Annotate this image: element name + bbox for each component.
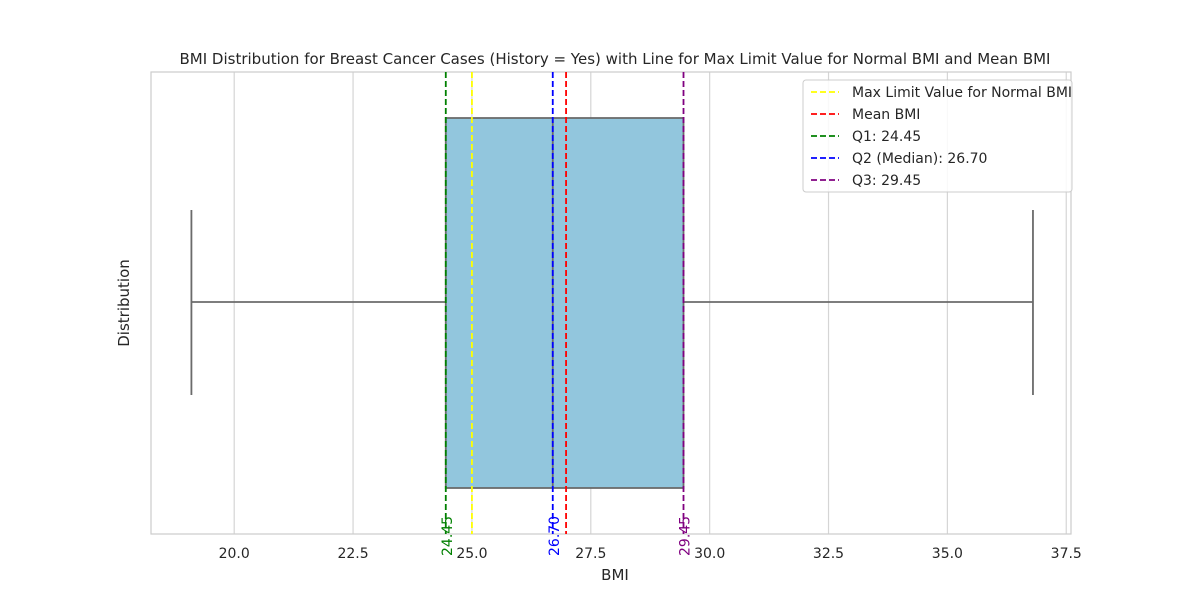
y-axis-label: Distribution [115, 259, 133, 347]
legend: Max Limit Value for Normal BMI Mean BMI Q1… [802, 79, 1073, 193]
x-tick-label: 30.0 [694, 546, 725, 562]
quartile-annotation: 24.45 [440, 516, 456, 556]
legend-label: Q2 (Median): 26.70 [852, 151, 987, 167]
x-axis-ticks: 20.0 22.5 25.0 27.5 30.0 32.5 35.0 37.5 [219, 546, 1082, 562]
x-tick-label: 25.0 [456, 546, 487, 562]
iqr-box [444, 117, 685, 489]
quartile-annotation: 26.70 [547, 516, 563, 556]
legend-label: Mean BMI [852, 107, 920, 123]
legend-label: Max Limit Value for Normal BMI [852, 85, 1072, 101]
x-tick-label: 32.5 [813, 546, 844, 562]
x-tick-label: 37.5 [1051, 546, 1082, 562]
x-axis-label: BMI [601, 566, 629, 584]
x-tick-label: 27.5 [575, 546, 606, 562]
quartile-annotations: 24.45 26.70 29.45 [440, 516, 694, 556]
x-tick-label: 35.0 [932, 546, 963, 562]
box-plot-group [190, 117, 1034, 489]
legend-box [802, 79, 1073, 193]
x-tick-label: 20.0 [219, 546, 250, 562]
legend-label: Q1: 24.45 [852, 129, 921, 145]
legend-label: Q3: 29.45 [852, 173, 921, 189]
reference-lines [444, 72, 685, 534]
quartile-annotation: 29.45 [678, 516, 694, 556]
x-tick-label: 22.5 [337, 546, 368, 562]
plot-area [150, 71, 1072, 535]
chart-title: BMI Distribution for Breast Cancer Cases… [180, 50, 1051, 68]
